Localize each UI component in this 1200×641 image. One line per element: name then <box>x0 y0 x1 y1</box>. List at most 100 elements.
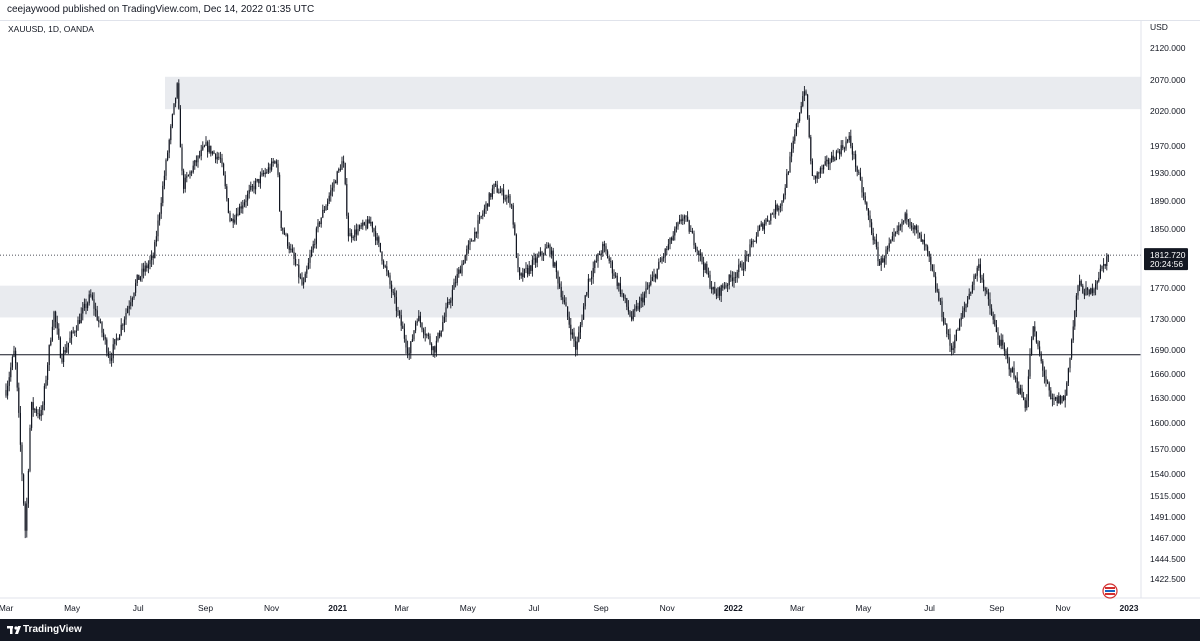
x-tick-label: Nov <box>264 603 280 613</box>
candle-body <box>872 233 874 241</box>
candle-body <box>301 277 303 285</box>
flag-icon[interactable] <box>1102 583 1118 599</box>
candle-body <box>74 331 76 333</box>
candle-body <box>93 299 95 309</box>
candle-body <box>114 339 116 345</box>
candle-body <box>181 147 183 171</box>
candle-body <box>402 325 404 329</box>
candle-body <box>1079 280 1081 286</box>
symbol-legend[interactable]: XAUUSD, 1D, OANDA <box>8 24 94 34</box>
y-tick-label: 1630.000 <box>1150 393 1186 403</box>
candle-body <box>970 292 972 294</box>
candle-body <box>717 287 719 296</box>
candle-body <box>440 330 442 337</box>
candle-body <box>888 243 890 248</box>
candle-body <box>690 231 692 232</box>
candle-body <box>427 334 429 337</box>
footer-brand: TradingView <box>23 624 82 635</box>
candle-body <box>498 192 500 194</box>
candle-body <box>344 163 346 185</box>
candle-body <box>925 244 927 247</box>
zone-rect[interactable] <box>165 76 1141 110</box>
candle-body <box>159 213 161 221</box>
candle-body <box>325 206 327 211</box>
zone-rect[interactable] <box>0 285 1141 318</box>
candle-body <box>879 261 881 265</box>
candle-body <box>90 294 92 296</box>
candle-body <box>509 195 511 205</box>
candle-body <box>936 288 938 292</box>
price-chart[interactable]: 2120.000 2070.000 2020.000 1970.000 1930.000… <box>0 21 1200 619</box>
candle-body <box>819 168 821 174</box>
candle-body <box>866 202 868 209</box>
candle-body <box>821 168 823 170</box>
candle-body <box>551 250 553 255</box>
candle-body <box>533 258 535 260</box>
candle-body <box>746 254 748 256</box>
candle-body <box>162 185 164 203</box>
candle-body <box>1050 390 1052 399</box>
candle-body <box>1087 287 1089 290</box>
candle-body <box>250 186 252 190</box>
candle-body <box>731 277 733 281</box>
candle-body <box>589 278 591 280</box>
candle-body <box>1007 353 1009 359</box>
candle-body <box>867 209 869 216</box>
candle-body <box>536 256 538 263</box>
candle-body <box>29 427 31 471</box>
candle-body <box>861 179 863 193</box>
candle-body <box>850 135 852 147</box>
candle-body <box>1082 285 1084 294</box>
candle-body <box>687 216 689 221</box>
candle-body <box>378 237 380 243</box>
chart-svg[interactable]: 2120.000 2070.000 2020.000 1970.000 1930.000… <box>0 21 1200 619</box>
candle-body <box>386 266 388 272</box>
candle-body <box>781 200 783 206</box>
candle-body <box>50 340 52 346</box>
candle-body <box>736 272 738 278</box>
candle-body <box>397 310 399 312</box>
candle-body <box>107 352 109 356</box>
candle-body <box>19 412 21 445</box>
candle-body <box>911 225 913 228</box>
candle-body <box>587 278 589 293</box>
candle-body <box>445 307 447 317</box>
candle-body <box>730 274 732 278</box>
candle-body <box>855 154 857 167</box>
x-tick-label: 2021 <box>328 603 347 613</box>
candle-body <box>885 249 887 259</box>
candle-body <box>27 470 29 504</box>
candle-body <box>647 287 649 289</box>
candle-body <box>463 263 465 265</box>
candle-body <box>1002 339 1004 346</box>
candle-body <box>995 324 997 332</box>
candle-body <box>167 152 169 161</box>
candle-body <box>891 236 893 240</box>
candle-body <box>965 303 967 308</box>
publisher-text: ceejaywood published on TradingView.com,… <box>7 4 315 15</box>
candle-body <box>912 227 914 230</box>
candle-body <box>192 165 194 173</box>
time-axis[interactable]: Mar May Jul Sep Nov 2021 Mar May Jul Sep Nov 2022 Ma… <box>0 603 1139 613</box>
candle-body <box>1055 397 1057 400</box>
candle-body <box>903 220 905 222</box>
candle-body <box>255 181 257 190</box>
candle-body <box>251 186 253 187</box>
y-tick-label: 1850.000 <box>1150 224 1186 234</box>
candle-body <box>839 151 841 155</box>
candle-body <box>453 282 455 290</box>
y-tick-label: 1930.000 <box>1150 168 1186 178</box>
candle-body <box>99 322 101 323</box>
candle-body <box>448 302 450 303</box>
candle-body <box>600 253 602 255</box>
candle-body <box>323 209 325 211</box>
candle-body <box>706 264 708 273</box>
candle-body <box>1064 395 1066 401</box>
candle-body <box>328 195 330 202</box>
candle-body <box>840 145 842 155</box>
candle-body <box>787 172 789 174</box>
candle-body <box>263 173 265 175</box>
candle-body <box>1059 395 1061 404</box>
candle-body <box>363 222 365 225</box>
candle-body <box>815 175 817 179</box>
